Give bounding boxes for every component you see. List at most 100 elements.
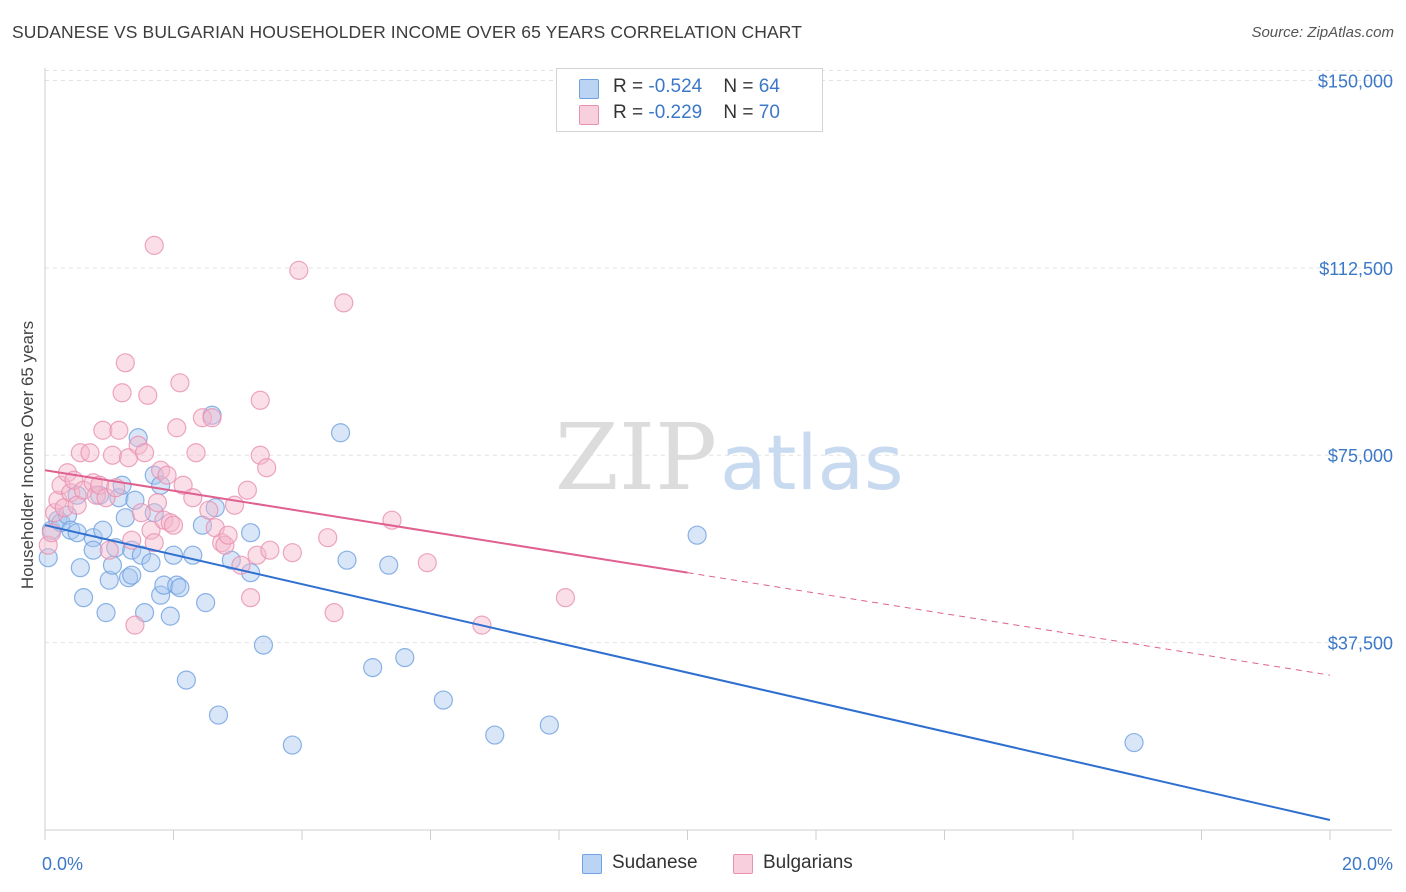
point-bulgarians xyxy=(157,465,177,485)
point-bulgarians xyxy=(96,488,116,508)
point-bulgarians xyxy=(250,390,270,410)
y-axis-label: Householder Income Over 65 years xyxy=(18,320,37,590)
point-sudanese xyxy=(282,735,302,755)
tick-labels: $37,500 $75,000 $112,500 $150,000 0.0% 20.0% xyxy=(42,71,1393,874)
point-bulgarians xyxy=(163,515,184,535)
point-sudanese xyxy=(1124,732,1144,753)
point-bulgarians xyxy=(38,535,58,555)
point-bulgarians xyxy=(241,588,261,608)
point-bulgarians xyxy=(151,460,171,480)
series-swatch-sudanese xyxy=(582,854,602,874)
point-bulgarians xyxy=(199,500,219,520)
point-bulgarians xyxy=(45,503,65,523)
legend-swatch-bulgarians xyxy=(579,105,599,125)
point-bulgarians xyxy=(102,445,123,465)
series-name-bulgarians: Bulgarians xyxy=(763,852,853,873)
grid-lines xyxy=(45,69,1392,644)
point-bulgarians xyxy=(334,293,354,313)
watermark-atlas: atlas xyxy=(720,418,904,507)
watermark: ZIP atlas xyxy=(555,404,904,511)
axes xyxy=(44,68,1392,840)
point-sudanese xyxy=(433,690,453,710)
point-sudanese xyxy=(253,635,274,655)
legend-r-label: R = xyxy=(613,102,649,123)
y-tick-label: $112,500 xyxy=(1319,259,1393,279)
point-sudanese xyxy=(208,705,229,725)
point-bulgarians xyxy=(192,408,213,428)
legend-r-value: -0.229 xyxy=(648,102,703,123)
point-sudanese xyxy=(96,603,116,623)
point-sudanese xyxy=(160,606,180,626)
point-sudanese xyxy=(118,568,139,588)
point-bulgarians xyxy=(260,540,280,560)
point-bulgarians xyxy=(318,528,338,548)
legend-n-label: N = xyxy=(723,76,759,97)
trend-line-bulgarians xyxy=(44,469,688,574)
point-sudanese xyxy=(115,508,135,528)
trend-line-sudanese xyxy=(44,524,1331,821)
point-bulgarians xyxy=(218,525,238,545)
trend-lines xyxy=(44,469,1331,821)
point-bulgarians xyxy=(109,420,129,440)
point-bulgarians xyxy=(417,553,437,573)
point-bulgarians xyxy=(144,533,164,553)
point-bulgarians xyxy=(93,420,113,440)
point-sudanese xyxy=(485,725,505,745)
point-bulgarians xyxy=(144,235,164,255)
chart-title: SUDANESE VS BULGARIAN HOUSEHOLDER INCOME… xyxy=(12,22,803,42)
point-bulgarians xyxy=(202,408,222,428)
point-sudanese xyxy=(83,540,103,560)
point-sudanese xyxy=(363,658,383,678)
point-sudanese xyxy=(330,423,351,443)
point-bulgarians xyxy=(555,588,576,608)
point-bulgarians xyxy=(115,353,135,373)
point-sudanese xyxy=(170,578,190,598)
y-tick-label: $37,500 xyxy=(1328,634,1393,654)
y-tick-label: $150,000 xyxy=(1318,71,1393,91)
point-bulgarians xyxy=(125,615,145,635)
point-bulgarians xyxy=(324,603,344,623)
point-bulgarians xyxy=(134,443,155,463)
point-bulgarians xyxy=(70,443,90,463)
point-sudanese xyxy=(196,593,216,613)
point-bulgarians xyxy=(138,385,158,405)
legend-n-value: 70 xyxy=(758,102,780,123)
legend-n-label: N = xyxy=(723,102,759,123)
point-sudanese xyxy=(131,545,151,565)
point-bulgarians xyxy=(289,260,309,280)
x-tick-label-min: 0.0% xyxy=(42,854,83,874)
trend-line-extension-bulgarians xyxy=(687,572,1331,676)
correlation-legend: R = -0.524 N = 64 R = -0.229 N = 70 xyxy=(556,68,823,132)
point-bulgarians xyxy=(212,533,232,553)
point-bulgarians xyxy=(90,475,110,495)
y-tick-label: $75,000 xyxy=(1328,446,1393,466)
x-tick-label-max: 20.0% xyxy=(1342,854,1393,874)
point-bulgarians xyxy=(170,373,190,393)
point-sudanese xyxy=(539,715,559,735)
point-bulgarians xyxy=(147,493,168,513)
point-sudanese xyxy=(337,550,357,570)
point-bulgarians xyxy=(257,458,277,478)
series-name-sudanese: Sudanese xyxy=(612,852,698,873)
point-bulgarians xyxy=(99,540,119,560)
legend-swatch-sudanese xyxy=(579,79,599,99)
point-sudanese xyxy=(73,588,94,608)
legend-r-value: -0.524 xyxy=(648,76,703,97)
point-sudanese xyxy=(176,670,196,690)
point-bulgarians xyxy=(128,435,148,455)
point-bulgarians xyxy=(167,418,187,438)
point-sudanese xyxy=(122,565,142,585)
point-bulgarians xyxy=(282,543,302,563)
point-sudanese xyxy=(99,570,119,590)
point-bulgarians xyxy=(160,513,180,533)
point-sudanese xyxy=(395,648,415,668)
point-bulgarians xyxy=(51,475,71,495)
point-sudanese xyxy=(379,555,399,575)
point-bulgarians xyxy=(247,545,267,565)
point-sudanese xyxy=(241,523,261,543)
point-bulgarians xyxy=(141,520,161,540)
point-bulgarians xyxy=(186,443,206,463)
point-sudanese xyxy=(687,525,707,545)
point-sudanese xyxy=(141,553,161,573)
